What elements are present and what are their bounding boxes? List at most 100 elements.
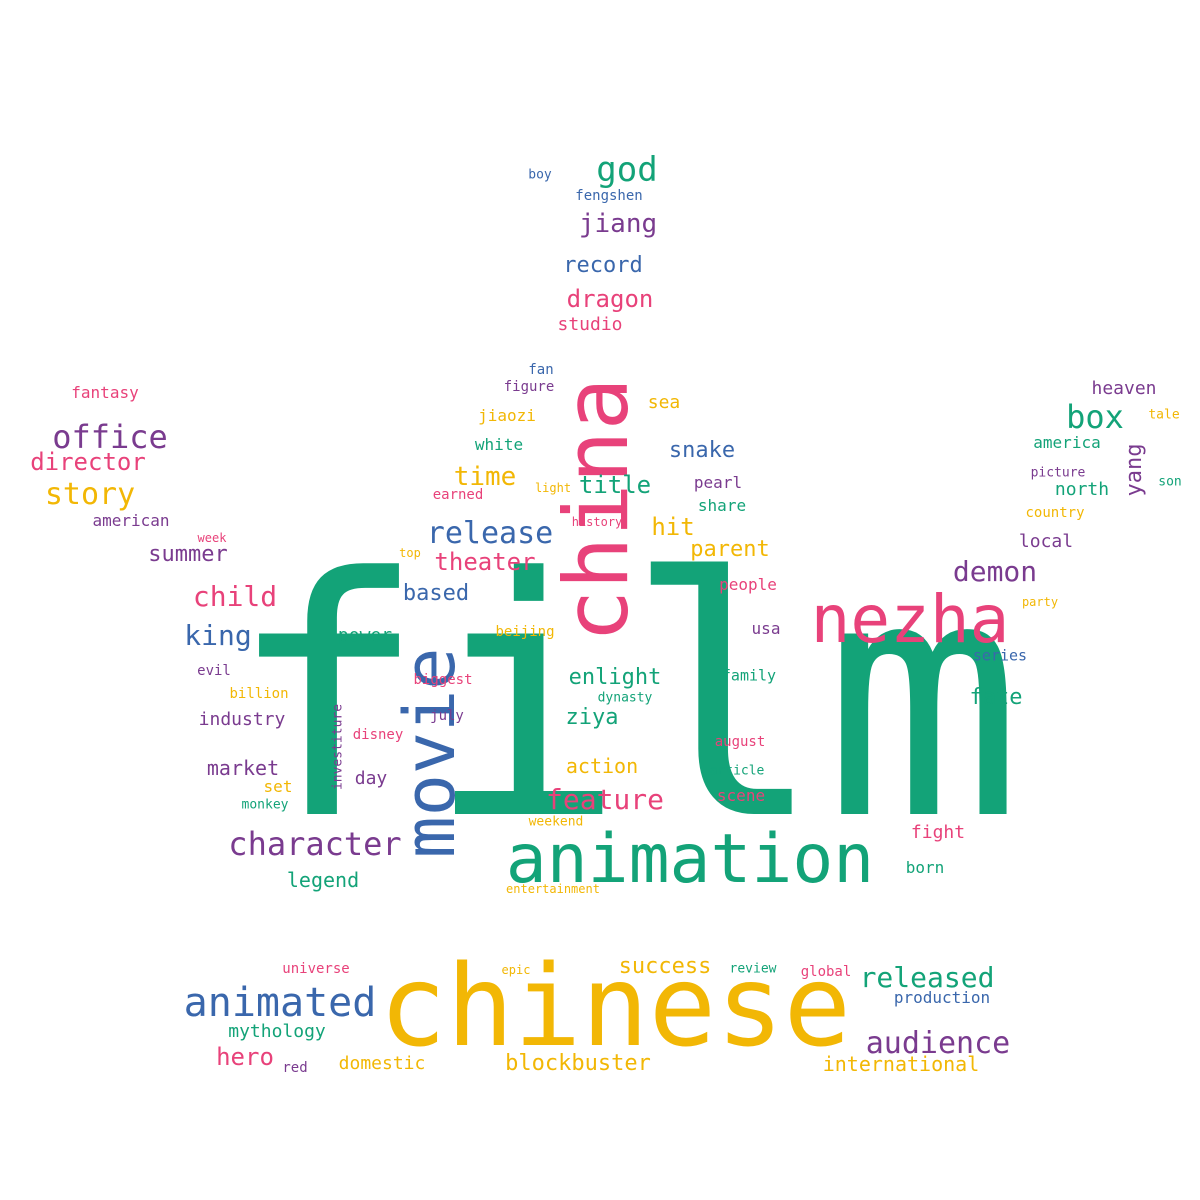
- word-jiaozi: jiaozi: [478, 406, 536, 425]
- word-chinese: chinese: [378, 942, 852, 1072]
- word-set: set: [263, 777, 293, 796]
- word-country: country: [1025, 505, 1085, 521]
- word-america: america: [1033, 433, 1101, 452]
- word-parent: parent: [690, 537, 770, 562]
- word-enlight: enlight: [568, 665, 662, 690]
- word-billion: billion: [229, 686, 289, 702]
- word-god: god: [596, 150, 658, 190]
- word-animated: animated: [183, 980, 377, 1026]
- word-china: china: [545, 377, 648, 643]
- word-biggest: biggest: [413, 672, 473, 688]
- word-hit: hit: [651, 513, 695, 541]
- word-light: light: [534, 481, 572, 495]
- word-ziya: ziya: [565, 705, 619, 730]
- word-market: market: [206, 756, 280, 780]
- word-family: family: [721, 666, 777, 685]
- word-dragon: dragon: [566, 285, 654, 313]
- word-sea: sea: [647, 392, 681, 413]
- word-fate: fate: [969, 685, 1023, 710]
- word-evil: evil: [197, 663, 231, 679]
- word-week: week: [197, 531, 227, 545]
- word-article: article: [709, 763, 765, 779]
- word-figure: figure: [503, 379, 555, 395]
- word-fengshen: fengshen: [575, 188, 643, 204]
- word-heaven: heaven: [1091, 378, 1157, 399]
- word-history: history: [571, 515, 623, 529]
- word-scene: scene: [716, 786, 766, 805]
- word-august: august: [714, 734, 766, 750]
- word-child: child: [192, 580, 278, 613]
- word-released: released: [859, 961, 995, 994]
- word-share: share: [697, 496, 747, 515]
- word-industry: industry: [198, 709, 286, 730]
- word-born: born: [905, 858, 945, 877]
- word-action: action: [565, 754, 639, 778]
- word-epic: epic: [501, 963, 531, 977]
- word-audience: audience: [865, 1026, 1011, 1061]
- word-international: international: [822, 1052, 980, 1076]
- word-demon: demon: [952, 555, 1038, 588]
- word-beijing: beijing: [495, 624, 555, 640]
- word-fight: fight: [910, 822, 966, 843]
- word-yang: yang: [1122, 443, 1147, 497]
- word-review: review: [729, 961, 777, 977]
- word-red: red: [282, 1060, 308, 1076]
- word-domestic: domestic: [338, 1053, 426, 1074]
- word-nezha: nezha: [810, 581, 1010, 658]
- word-picture: picture: [1030, 465, 1086, 481]
- word-box: box: [1066, 398, 1124, 436]
- word-story: story: [44, 477, 136, 512]
- word-king: king: [184, 619, 252, 652]
- word-disney: disney: [352, 727, 404, 743]
- word-blockbuster: blockbuster: [505, 1051, 651, 1076]
- word-film: film: [227, 508, 1023, 892]
- word-universe: universe: [282, 961, 350, 977]
- word-production: production: [893, 988, 991, 1007]
- word-office: office: [52, 418, 168, 456]
- word-north: north: [1054, 479, 1110, 500]
- word-fantasy: fantasy: [71, 383, 139, 402]
- word-power: power: [337, 625, 393, 646]
- word-based: based: [402, 581, 470, 606]
- word-legend: legend: [286, 868, 360, 892]
- word-time: time: [453, 462, 517, 492]
- word-usa: usa: [751, 619, 781, 638]
- word-release: release: [426, 516, 554, 551]
- word-entertainment: entertainment: [506, 882, 600, 896]
- word-american: american: [92, 511, 170, 530]
- word-people: people: [719, 575, 777, 594]
- word-global: global: [800, 964, 852, 980]
- word-earned: earned: [432, 487, 484, 503]
- word-party: party: [1021, 595, 1059, 609]
- word-pearl: pearl: [693, 473, 743, 492]
- word-fan: fan: [528, 362, 554, 378]
- word-tale: tale: [1148, 407, 1180, 423]
- word-boy: boy: [528, 167, 552, 183]
- word-snake: snake: [668, 438, 736, 463]
- word-studio: studio: [557, 314, 623, 335]
- word-summer: summer: [148, 542, 228, 567]
- word-theater: theater: [434, 548, 536, 576]
- word-animation: animation: [505, 820, 875, 899]
- word-july: july: [430, 708, 464, 724]
- word-top: top: [399, 546, 421, 560]
- word-director: director: [30, 448, 146, 476]
- word-local: local: [1018, 531, 1074, 552]
- word-day: day: [354, 768, 388, 789]
- word-investiture: investiture: [330, 703, 346, 791]
- word-mythology: mythology: [228, 1021, 326, 1042]
- word-title: title: [578, 471, 652, 499]
- word-series: series: [972, 646, 1028, 665]
- word-weekend: weekend: [528, 814, 584, 830]
- word-success: success: [618, 954, 712, 979]
- word-record: record: [563, 253, 643, 278]
- word-monkey: monkey: [241, 797, 289, 813]
- word-dynasty: dynasty: [597, 690, 653, 706]
- word-white: white: [474, 435, 524, 454]
- word-jiang: jiang: [578, 209, 658, 239]
- word-hero: hero: [216, 1043, 274, 1071]
- word-feature: feature: [545, 783, 665, 816]
- word-character: character: [228, 825, 402, 863]
- word-son: son: [1158, 474, 1182, 490]
